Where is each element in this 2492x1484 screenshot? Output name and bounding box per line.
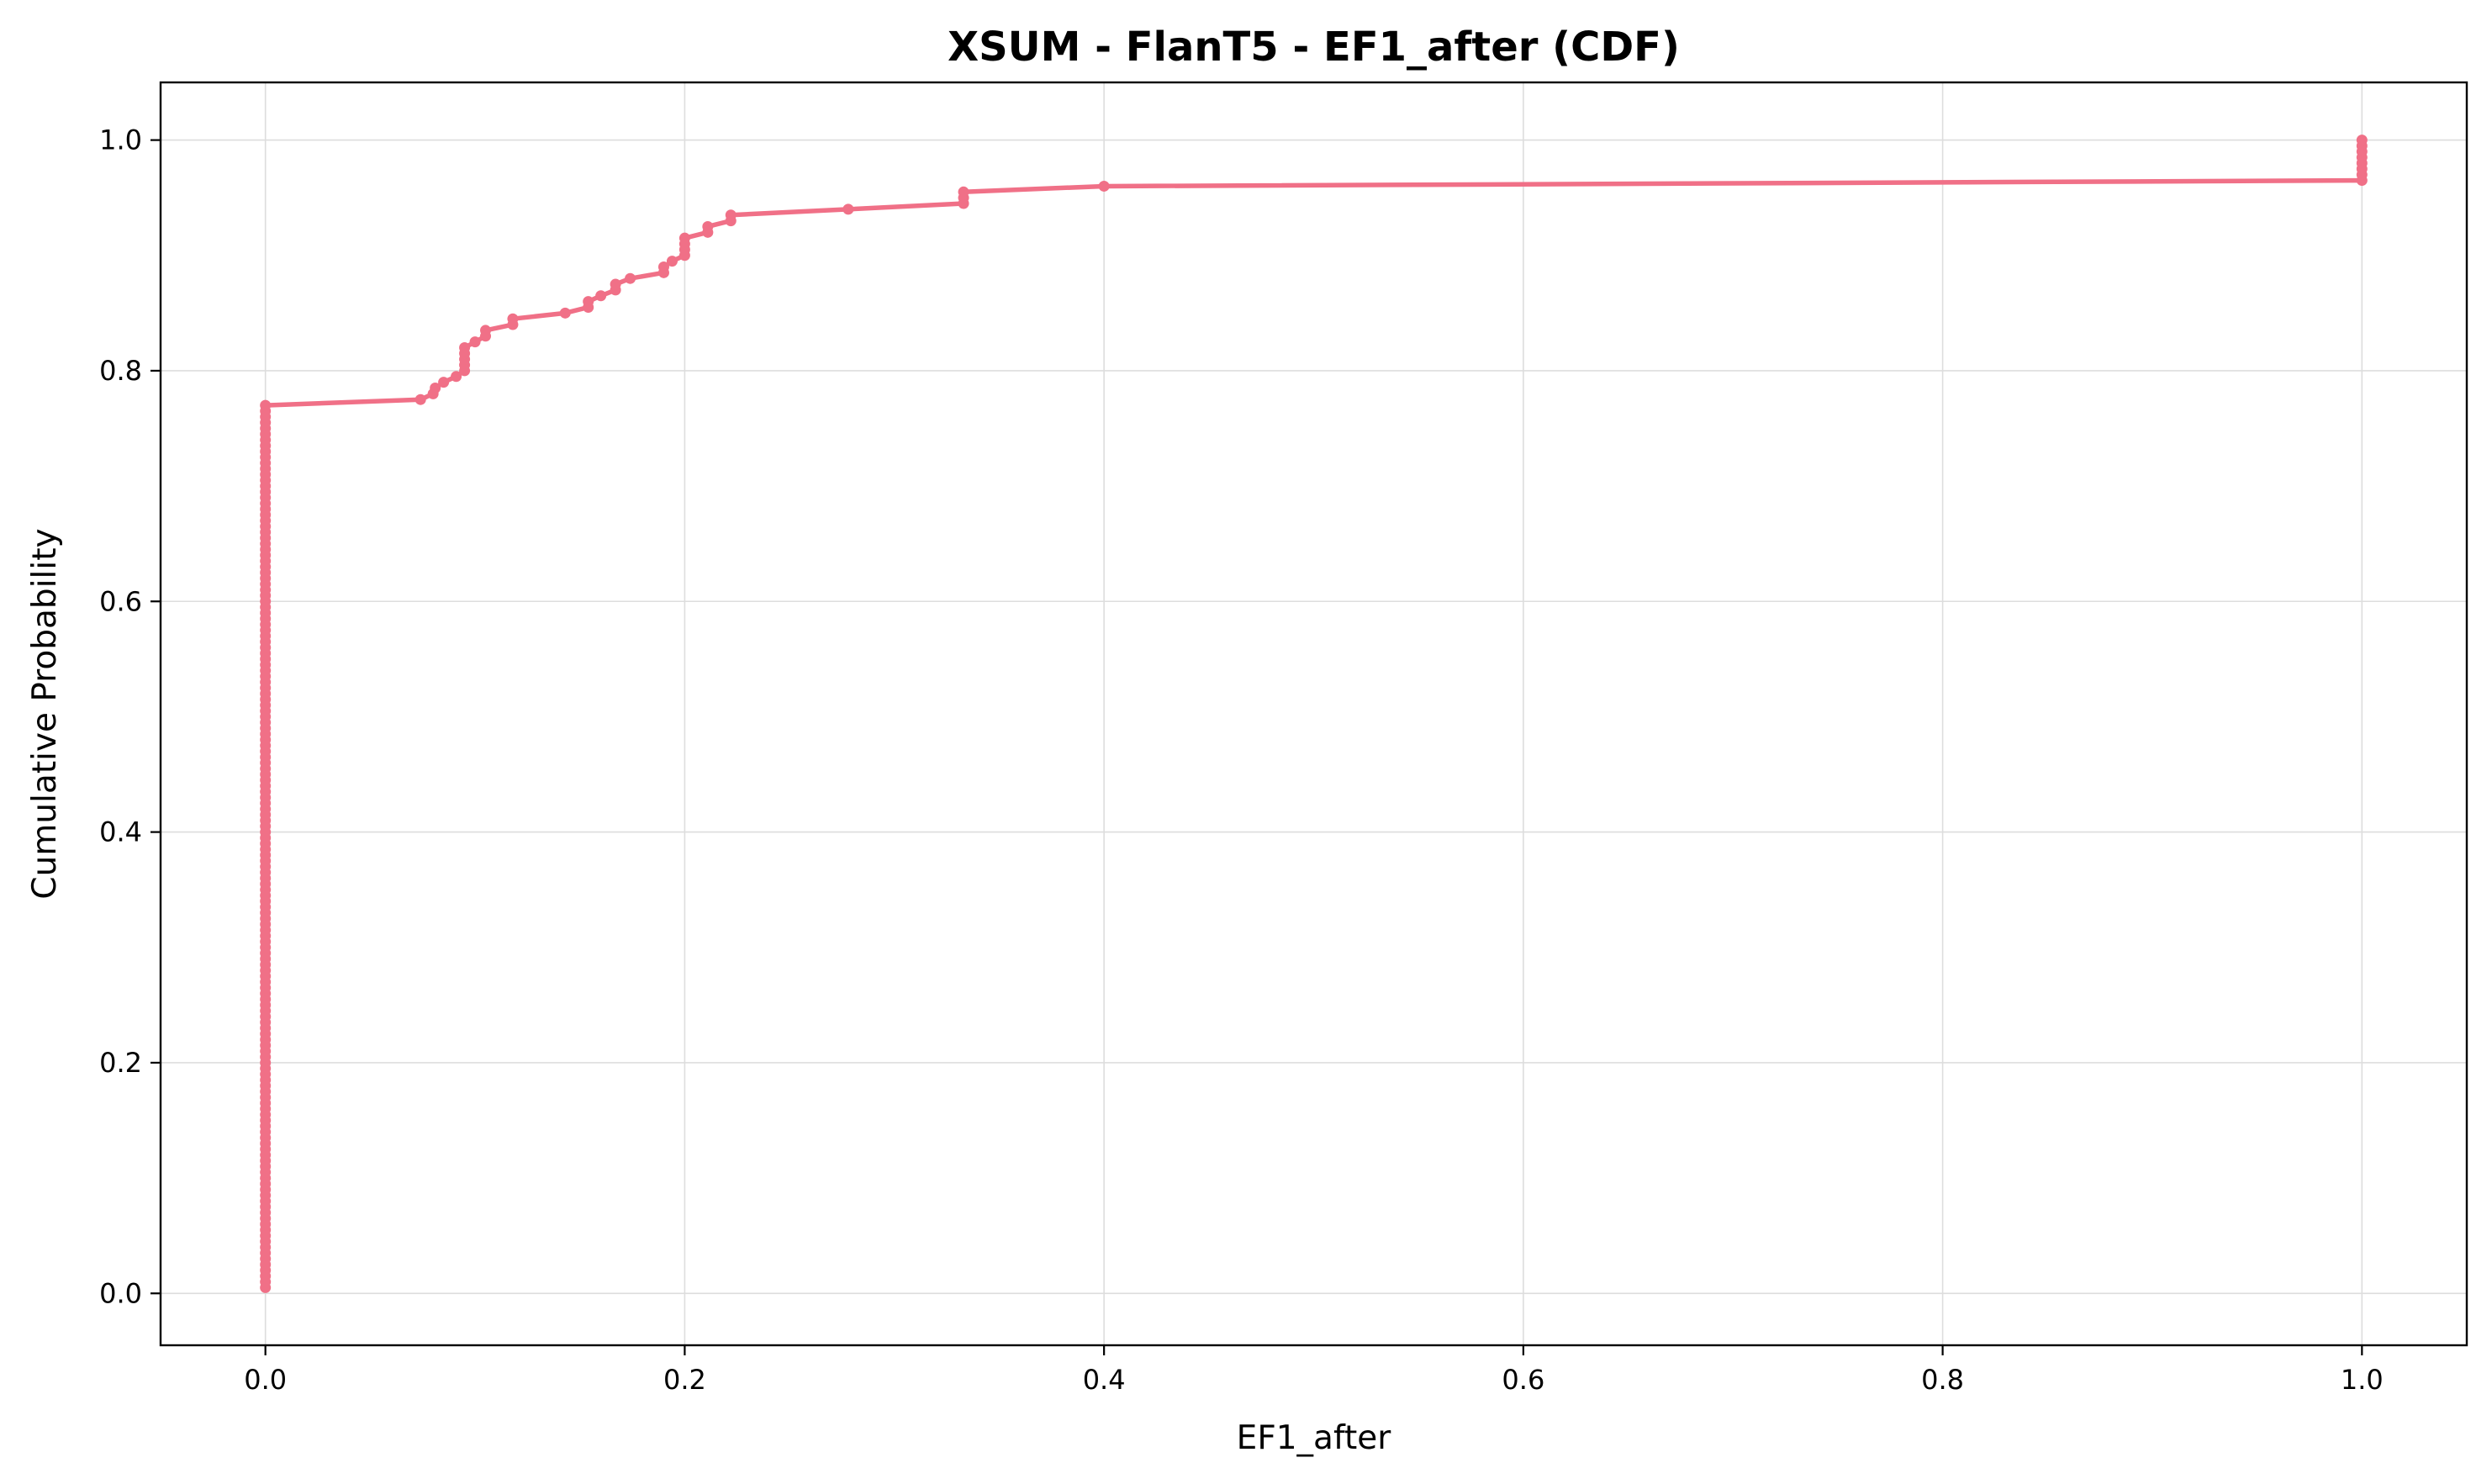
data-point [678,232,690,244]
data-point [469,336,481,348]
y-tick-label: 0.8 [99,355,142,387]
data-point [1098,180,1110,192]
data-point [583,296,594,308]
x-tick-label: 0.2 [663,1364,706,1396]
data-point [2356,135,2368,146]
series-layer [260,135,2368,1293]
y-tick-label: 0.4 [99,816,142,848]
data-point [725,209,737,221]
x-tick-label: 0.6 [1502,1364,1544,1396]
y-axis-label: Cumulative Probability [26,528,64,899]
x-tick-label: 0.0 [244,1364,287,1396]
plot-frame [159,81,2468,1347]
data-point [595,290,607,302]
data-point [438,377,450,388]
x-tick-label: 0.8 [1921,1364,1964,1396]
data-point [451,371,462,383]
data-point [480,325,492,336]
data-point [430,383,441,393]
chart-title: XSUM - FlanT5 - EF1_after (CDF) [948,24,1680,71]
data-point [507,313,519,325]
data-point [666,256,678,267]
data-point [657,261,669,272]
tick-layer: 0.0 0.2 0.4 0.6 0.8 1.0 0.0 0.2 0.4 0.6 0.8 1.0 [99,124,2384,1396]
data-point [610,278,621,290]
y-tick-label: 1.0 [99,124,142,156]
data-point [459,341,471,353]
y-tick-label: 0.6 [99,585,142,617]
data-point [260,399,272,411]
x-axis-label: EF1_after [1237,1419,1392,1457]
grid-layer [161,82,2467,1345]
data-point [842,203,854,215]
x-tick-label: 1.0 [2341,1364,2384,1396]
x-tick-label: 0.4 [1083,1364,1126,1396]
y-tick-label: 0.0 [99,1277,142,1309]
data-point [559,307,571,319]
data-point [414,393,426,405]
data-point [625,272,636,284]
data-point [958,186,969,198]
y-tick-label: 0.2 [99,1047,142,1079]
data-point [702,220,714,232]
